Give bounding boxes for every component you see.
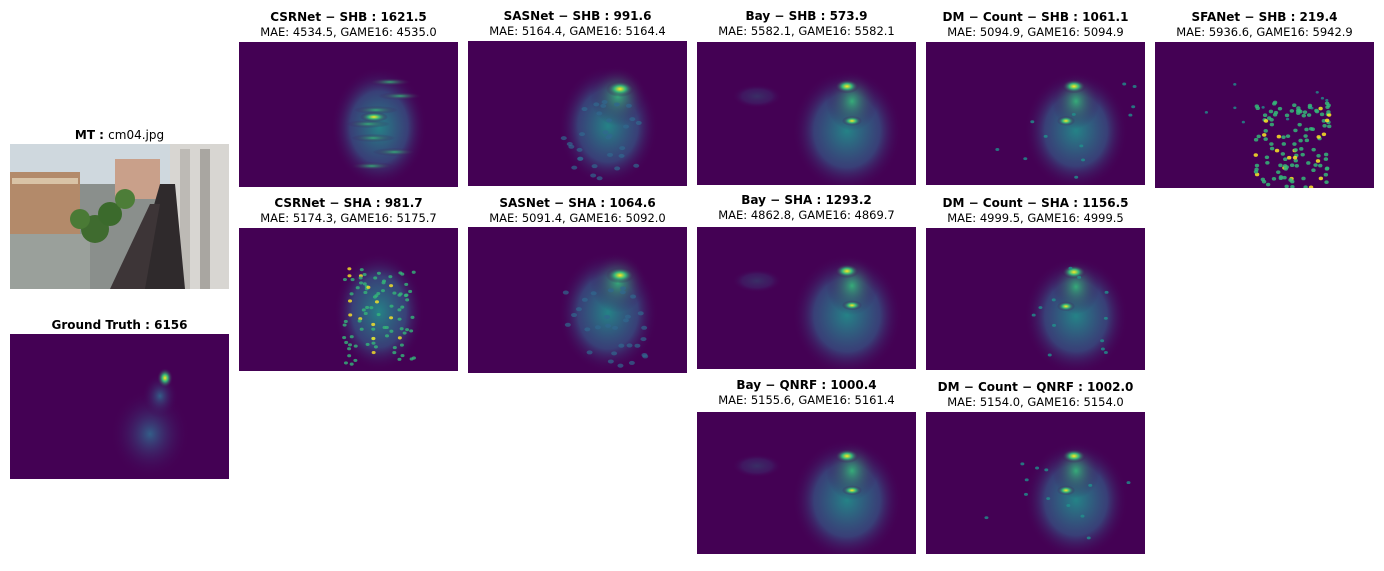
panel-metrics: MAE: 5091.4, GAME16: 5092.0 — [489, 211, 666, 225]
density-map — [468, 41, 687, 186]
panel-title: Bay − SHA : 1293.2 — [741, 193, 872, 207]
density-map — [1155, 42, 1374, 188]
panel-bay-shb: Bay − SHB : 573.9 MAE: 5582.1, GAME16: 55… — [697, 9, 916, 185]
panel-metrics: MAE: 5174.3, GAME16: 5175.7 — [260, 211, 437, 225]
panel-sfanet-shb: SFANet − SHB : 219.4 MAE: 5936.6, GAME16:… — [1155, 10, 1374, 188]
ground-truth-density-map — [10, 334, 229, 479]
panel-title: CSRNet − SHB : 1621.5 — [270, 10, 427, 24]
panel-metrics: MAE: 4999.5, GAME16: 4999.5 — [947, 211, 1124, 225]
panel-title: CSRNet − SHA : 981.7 — [274, 196, 423, 210]
panel-title: SASNet − SHA : 1064.6 — [499, 196, 656, 210]
panel-sasnet-sha: SASNet − SHA : 1064.6 MAE: 5091.4, GAME16… — [468, 196, 687, 373]
panel-metrics: MAE: 4862.8, GAME16: 4869.7 — [718, 208, 895, 222]
density-map — [697, 227, 916, 369]
density-map — [468, 227, 687, 373]
ground-truth-title: Ground Truth : 6156 — [51, 318, 188, 332]
input-title: MT : cm04.jpg — [74, 128, 165, 142]
panel-title: SASNet − SHB : 991.6 — [503, 9, 652, 23]
panel-title: Bay − SHB : 573.9 — [745, 9, 868, 23]
density-map — [697, 42, 916, 185]
panel-title: Bay − QNRF : 1000.4 — [736, 378, 877, 392]
panel-title: SFANet − SHB : 219.4 — [1191, 10, 1338, 24]
panel-metrics: MAE: 5155.6, GAME16: 5161.4 — [718, 393, 895, 407]
density-map — [926, 412, 1145, 554]
density-map — [926, 42, 1145, 185]
panel-csrnet-shb: CSRNet − SHB : 1621.5 MAE: 4534.5, GAME16… — [239, 10, 458, 187]
panel-metrics: MAE: 4534.5, GAME16: 4535.0 — [260, 25, 437, 39]
panel-metrics: MAE: 5154.0, GAME16: 5154.0 — [947, 395, 1124, 409]
panel-dm-sha: DM − Count − SHA : 1156.5 MAE: 4999.5, GA… — [926, 196, 1145, 370]
panel-bay-sha: Bay − SHA : 1293.2 MAE: 4862.8, GAME16: 4… — [697, 193, 916, 369]
panel-dm-shb: DM − Count − SHB : 1061.1 MAE: 5094.9, GA… — [926, 10, 1145, 185]
ground-truth-panel: Ground Truth : 6156 — [10, 318, 229, 479]
panel-csrnet-sha: CSRNet − SHA : 981.7 MAE: 5174.3, GAME16:… — [239, 196, 458, 371]
density-map — [239, 228, 458, 371]
panel-bay-qnrf: Bay − QNRF : 1000.4 MAE: 5155.6, GAME16: … — [697, 378, 916, 554]
density-map — [697, 412, 916, 554]
panel-metrics: MAE: 5094.9, GAME16: 5094.9 — [947, 25, 1124, 39]
panel-title: DM − Count − QNRF : 1002.0 — [937, 380, 1134, 394]
density-map — [239, 42, 458, 187]
density-map — [926, 228, 1145, 370]
panel-metrics: MAE: 5936.6, GAME16: 5942.9 — [1176, 25, 1353, 39]
panel-sasnet-shb: SASNet − SHB : 991.6 MAE: 5164.4, GAME16:… — [468, 9, 687, 186]
panel-metrics: MAE: 5164.4, GAME16: 5164.4 — [489, 24, 666, 38]
panel-metrics: MAE: 5582.1, GAME16: 5582.1 — [718, 24, 895, 38]
panel-title: DM − Count − SHA : 1156.5 — [942, 196, 1129, 210]
panel-title: DM − Count − SHB : 1061.1 — [942, 10, 1129, 24]
panel-dm-qnrf: DM − Count − QNRF : 1002.0 MAE: 5154.0, G… — [926, 380, 1145, 554]
input-photo — [10, 144, 229, 289]
input-panel: MT : cm04.jpg — [10, 128, 229, 289]
